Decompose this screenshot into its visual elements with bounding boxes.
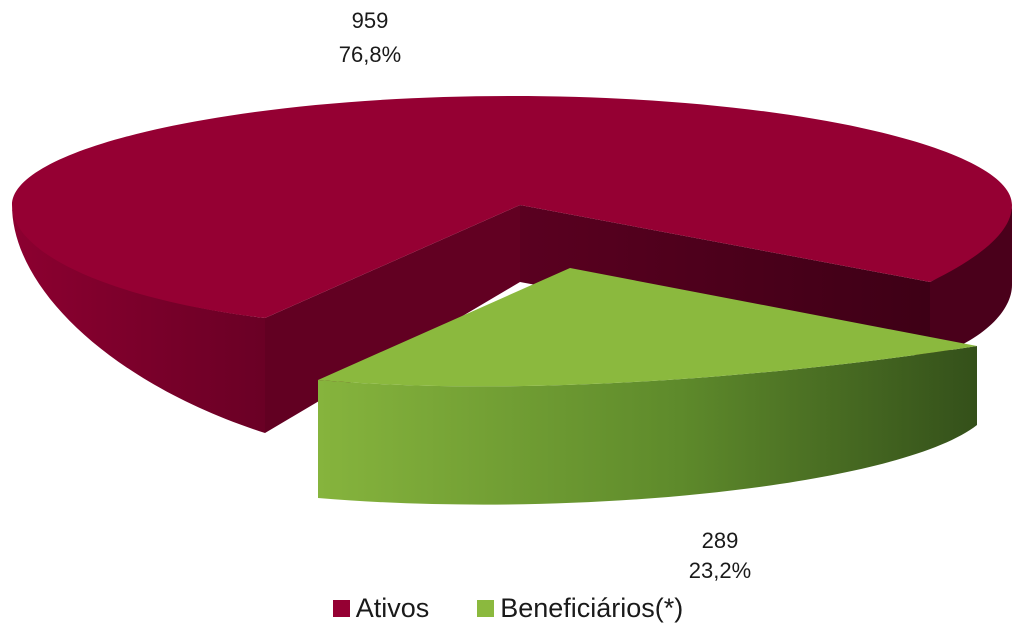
slice-beneficiarios-top [318,268,977,387]
data-label-beneficiarios-percent: 23,2% [689,558,751,583]
data-label-ativos-value: 959 [352,8,389,33]
slice-ativos-side-right [930,205,1012,358]
legend-swatch-ativos [332,600,350,617]
slice-beneficiarios-side [318,346,977,505]
data-label-beneficiarios-value: 289 [702,528,739,553]
legend-label-ativos: Ativos [355,593,430,623]
legend: Ativos Beneficiários(*) [0,592,1016,625]
legend-item-ativos: Ativos [332,593,430,623]
legend-item-beneficiarios: Beneficiários(*) [477,595,683,622]
legend-label-beneficiarios: Beneficiários(*) [500,593,684,623]
slice-ativos-side [12,205,265,433]
legend-swatch-beneficiarios [477,600,495,617]
data-label-ativos-percent: 76,8% [339,42,401,67]
slice-ativos-top [12,96,1012,318]
slice-beneficiarios [318,268,977,505]
